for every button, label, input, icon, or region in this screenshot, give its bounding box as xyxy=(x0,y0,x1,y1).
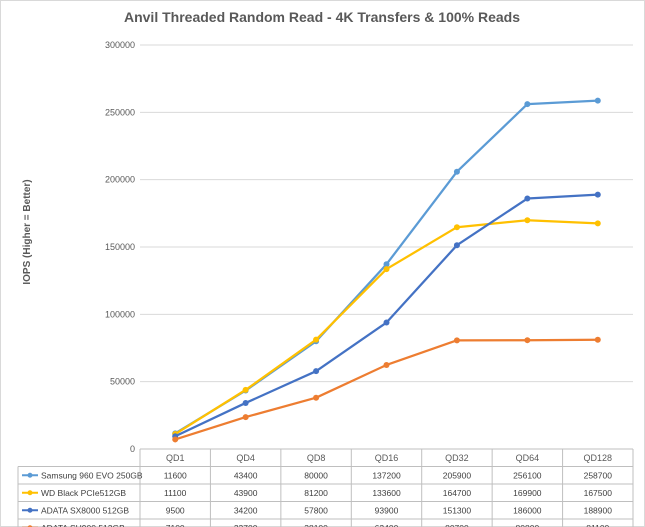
data-point xyxy=(242,386,249,393)
legend-key-marker xyxy=(27,472,33,478)
table-cell: 9500 xyxy=(166,505,185,515)
table-cell: 256100 xyxy=(513,470,542,480)
data-table: QD1 QD4 QD8 QD16 QD32 QD64 QD128 Samsung 960 EV… xyxy=(17,448,634,527)
legend-label: WD Black PCIe512GB xyxy=(41,488,126,498)
table-cell: 93900 xyxy=(375,505,399,515)
data-point xyxy=(313,336,320,343)
y-tick-label: 0 xyxy=(130,444,135,454)
series-line xyxy=(174,338,598,441)
x-tick-label: QD128 xyxy=(584,453,613,463)
data-point xyxy=(453,224,460,231)
data-point xyxy=(242,414,249,421)
table-cell: 258700 xyxy=(584,470,613,480)
table-cell: 43900 xyxy=(234,488,258,498)
table-cell: 81200 xyxy=(304,488,328,498)
data-point xyxy=(594,97,601,104)
legend-label: Samsung 960 EVO 250GB xyxy=(41,470,143,480)
x-tick-label: QD4 xyxy=(236,453,255,463)
table-cell: 133600 xyxy=(372,488,401,498)
table-cell: 7100 xyxy=(166,523,185,527)
table-cell: 169900 xyxy=(513,488,542,498)
table-cell: 11100 xyxy=(164,488,187,498)
x-tick-label: QD1 xyxy=(166,453,185,463)
data-point xyxy=(524,337,531,344)
x-tick-label: QD32 xyxy=(445,453,469,463)
table-cell: 34200 xyxy=(234,505,258,515)
table-cell: 137200 xyxy=(372,470,401,480)
table-cell: 80700 xyxy=(445,523,469,527)
legend-key-marker xyxy=(27,507,33,513)
data-point xyxy=(242,399,249,406)
table-cell: 23700 xyxy=(234,523,258,527)
data-point xyxy=(383,261,390,268)
data-point xyxy=(383,361,390,368)
table-cell: 188900 xyxy=(584,505,613,515)
legend-key-marker xyxy=(27,490,33,496)
y-tick-label: 100000 xyxy=(105,309,135,319)
y-tick-label: 250000 xyxy=(105,107,135,117)
y-tick-label: 300000 xyxy=(105,40,135,50)
data-point xyxy=(172,436,179,443)
table-cell: 38100 xyxy=(304,523,328,527)
x-tick-label: QD8 xyxy=(307,453,326,463)
legend-label: ADATA SX8000 512GB xyxy=(41,505,129,515)
data-point xyxy=(594,336,601,343)
x-tick-label: QD16 xyxy=(375,453,399,463)
data-point xyxy=(594,191,601,198)
table-cell: 62400 xyxy=(375,523,399,527)
data-point xyxy=(313,368,320,375)
table-cell: 57800 xyxy=(304,505,328,515)
data-point xyxy=(524,101,531,108)
table-cell: 80800 xyxy=(516,523,540,527)
data-point xyxy=(524,217,531,224)
y-tick-label: 150000 xyxy=(105,242,135,252)
data-point xyxy=(383,266,390,273)
table-cell: 81100 xyxy=(586,523,609,527)
gridlines xyxy=(140,44,633,383)
table-cell: 205900 xyxy=(443,470,472,480)
y-tick-label: 200000 xyxy=(105,175,135,185)
table-cell: 80000 xyxy=(304,470,328,480)
data-point xyxy=(453,242,460,249)
table-cell: 43400 xyxy=(234,470,258,480)
series-line xyxy=(174,219,598,436)
chart-title: Anvil Threaded Random Read - 4K Transfer… xyxy=(124,9,520,25)
table-cell: 167500 xyxy=(584,488,613,498)
legend-label: ADATA SU900 512GB xyxy=(41,523,125,527)
data-point xyxy=(313,394,320,401)
y-tick-label: 50000 xyxy=(110,377,135,387)
data-point xyxy=(453,168,460,175)
y-axis-label: IOPS (Higher = Better) xyxy=(22,179,33,284)
data-point xyxy=(524,195,531,202)
x-tick-label: QD64 xyxy=(516,453,540,463)
data-point xyxy=(594,220,601,227)
series-lines xyxy=(172,97,601,443)
table-cell: 164700 xyxy=(443,488,472,498)
series-line xyxy=(174,193,598,438)
data-point xyxy=(383,319,390,326)
table-cell: 151300 xyxy=(443,505,472,515)
data-point xyxy=(453,337,460,344)
table-cell: 11600 xyxy=(164,470,187,480)
table-cell: 186000 xyxy=(513,505,542,515)
y-tick-labels: 0 50000 100000 150000 200000 250000 300000 xyxy=(105,40,135,454)
